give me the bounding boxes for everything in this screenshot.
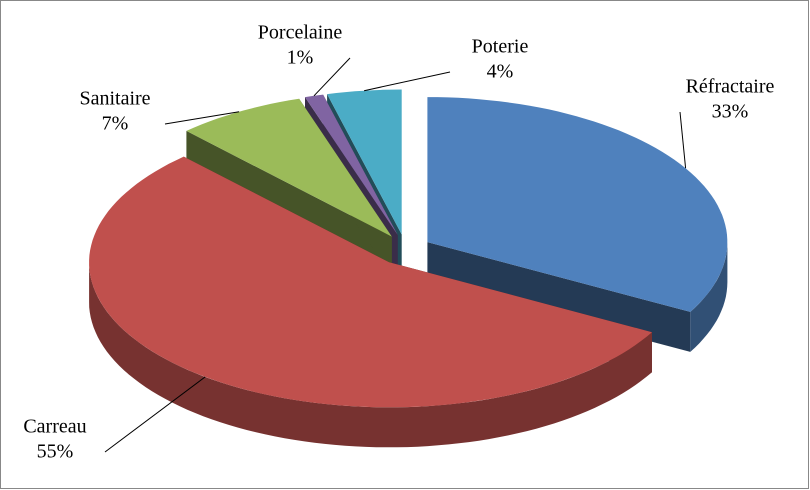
leader-line xyxy=(363,71,451,92)
data-label-value: 55% xyxy=(37,441,74,463)
slice xyxy=(305,94,398,235)
leader-line xyxy=(679,111,687,169)
slice-wall xyxy=(690,242,728,352)
data-label-name: Porcelaine xyxy=(258,22,343,44)
slice xyxy=(186,98,392,237)
slice-side xyxy=(427,242,691,352)
leader-line xyxy=(104,376,206,453)
data-label-name: Carreau xyxy=(23,416,86,438)
data-label-name: Poterie xyxy=(472,36,529,58)
data-label-value: 1% xyxy=(287,47,314,69)
slice xyxy=(427,97,728,312)
data-label-name: Réfractaire xyxy=(686,76,775,98)
leader-line xyxy=(164,111,240,125)
data-label-value: 33% xyxy=(712,101,749,123)
data-label-name: Sanitaire xyxy=(79,88,150,110)
data-label-value: 7% xyxy=(102,113,129,135)
slice xyxy=(89,156,653,408)
data-label-value: 4% xyxy=(487,61,514,83)
leader-line xyxy=(313,57,351,97)
slice-wall xyxy=(89,262,653,448)
slice xyxy=(327,89,402,235)
